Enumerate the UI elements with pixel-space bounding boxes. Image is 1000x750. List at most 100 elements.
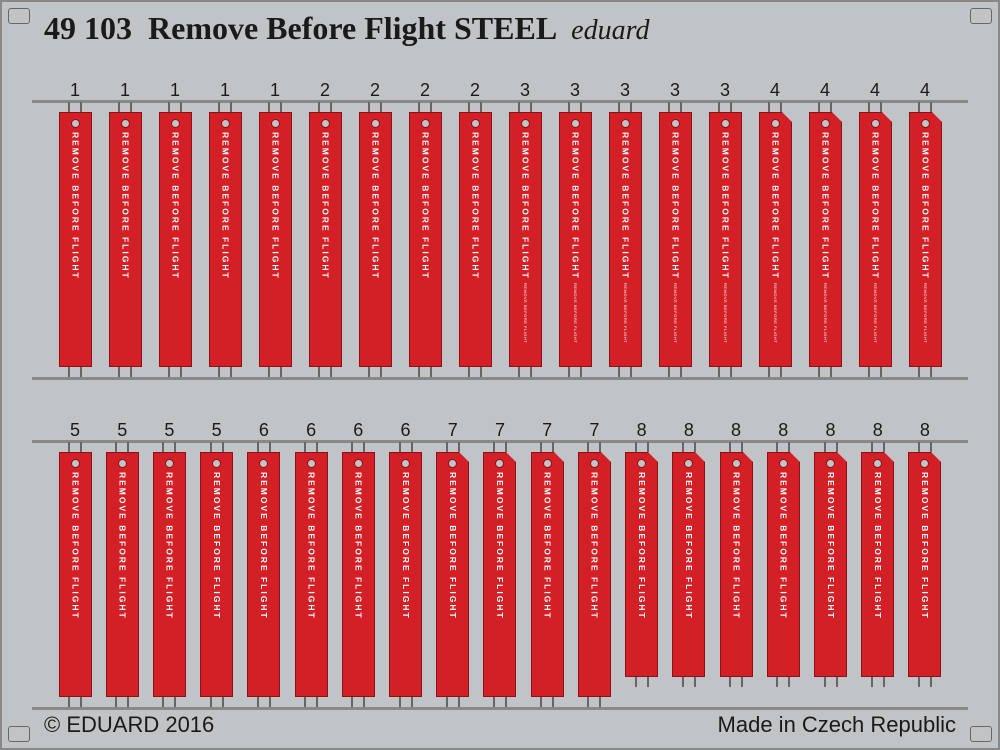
rbf-tag: REMOVE BEFORE FLIGHT: [159, 112, 192, 367]
rbf-tag: REMOVE BEFORE FLIGHT: [153, 452, 186, 697]
tag-column: 2REMOVE BEFORE FLIGHT: [356, 80, 394, 377]
part-number-label: 8: [920, 420, 930, 440]
tag-column: 8REMOVE BEFORE FLIGHT: [717, 420, 755, 687]
tag-text: REMOVE BEFORE FLIGHT: [371, 132, 380, 280]
rbf-tag: REMOVE BEFORE FLIGHT: [59, 112, 92, 367]
tag-eyelet: [495, 459, 504, 468]
tag-eyelet: [637, 459, 646, 468]
part-number-label: 6: [306, 420, 316, 440]
tag-eyelet: [401, 459, 410, 468]
tag-text: REMOVE BEFORE FLIGHT: [212, 472, 221, 620]
sprue-connector: [446, 442, 460, 452]
rbf-tag: REMOVE BEFORE FLIGHTREMOVE BEFORE FLIGHT: [909, 112, 942, 367]
sprue-connector: [468, 102, 482, 112]
rbf-tag: REMOVE BEFORE FLIGHT: [106, 452, 139, 697]
rbf-tag: REMOVE BEFORE FLIGHT: [389, 452, 422, 697]
sprue-connector: [446, 697, 460, 707]
rbf-tag: REMOVE BEFORE FLIGHT: [814, 452, 847, 677]
rbf-tag: REMOVE BEFORE FLIGHT: [359, 112, 392, 367]
tag-eyelet: [171, 119, 180, 128]
pe-fret-sheet: 49 103 Remove Before Flight STEELeduard …: [0, 0, 1000, 750]
tag-text-reverse: REMOVE BEFORE FLIGHT: [623, 283, 627, 343]
tag-column: 3REMOVE BEFORE FLIGHTREMOVE BEFORE FLIGH…: [506, 80, 544, 377]
sprue-connector: [768, 102, 782, 112]
rbf-tag: REMOVE BEFORE FLIGHT: [200, 452, 233, 697]
sprue-connector: [618, 102, 632, 112]
sprue-connector: [118, 367, 132, 377]
rbf-tag: REMOVE BEFORE FLIGHT: [672, 452, 705, 677]
tag-column: 3REMOVE BEFORE FLIGHTREMOVE BEFORE FLIGH…: [706, 80, 744, 377]
tag-eyelet: [873, 459, 882, 468]
sprue-connector: [868, 367, 882, 377]
tag-column: 1REMOVE BEFORE FLIGHT: [206, 80, 244, 377]
sprue-connector: [418, 367, 432, 377]
tag-text: REMOVE BEFORE FLIGHT: [921, 132, 930, 280]
sprue-connector: [218, 102, 232, 112]
sprue-connector: [618, 367, 632, 377]
tag-column: 4REMOVE BEFORE FLIGHTREMOVE BEFORE FLIGH…: [906, 80, 944, 377]
tag-text-reverse: REMOVE BEFORE FLIGHT: [873, 283, 877, 343]
tag-text: REMOVE BEFORE FLIGHT: [260, 472, 269, 620]
tag-text: REMOVE BEFORE FLIGHT: [496, 472, 505, 620]
tag-column: 5REMOVE BEFORE FLIGHT: [198, 420, 236, 707]
rbf-tag: REMOVE BEFORE FLIGHT: [483, 452, 516, 697]
tag-eyelet: [732, 459, 741, 468]
sprue-connector: [918, 102, 932, 112]
part-number-label: 6: [401, 420, 411, 440]
rbf-tag: REMOVE BEFORE FLIGHT: [459, 112, 492, 367]
sprue-connector: [871, 442, 885, 452]
tag-column: 1REMOVE BEFORE FLIGHT: [56, 80, 94, 377]
sprue-connector: [68, 442, 82, 452]
rbf-tag: REMOVE BEFORE FLIGHT: [625, 452, 658, 677]
sprue-connector: [493, 697, 507, 707]
tag-column: 1REMOVE BEFORE FLIGHT: [106, 80, 144, 377]
frame-bar: [32, 377, 968, 380]
tag-eyelet: [921, 119, 930, 128]
tag-text: REMOVE BEFORE FLIGHT: [271, 132, 280, 280]
sprue-connector: [776, 677, 790, 687]
sprue-connector: [115, 442, 129, 452]
sprue-connector: [162, 442, 176, 452]
sprue-connector: [818, 367, 832, 377]
tag-row: 5REMOVE BEFORE FLIGHT5REMOVE BEFORE FLIG…: [32, 392, 968, 712]
tag-text: REMOVE BEFORE FLIGHT: [521, 132, 530, 280]
tag-eyelet: [71, 459, 80, 468]
tag-column: 8REMOVE BEFORE FLIGHT: [906, 420, 944, 687]
tag-text: REMOVE BEFORE FLIGHT: [771, 132, 780, 280]
tag-eyelet: [321, 119, 330, 128]
sprue-connector: [68, 102, 82, 112]
part-number-label: 4: [820, 80, 830, 100]
sprue-connector: [682, 677, 696, 687]
sprue-connector: [115, 697, 129, 707]
tag-text: REMOVE BEFORE FLIGHT: [571, 132, 580, 280]
tag-text: REMOVE BEFORE FLIGHT: [165, 472, 174, 620]
part-number-label: 5: [70, 420, 80, 440]
sprue-connector: [68, 697, 82, 707]
tag-eyelet: [521, 119, 530, 128]
tag-text: REMOVE BEFORE FLIGHT: [873, 472, 882, 620]
tag-text: REMOVE BEFORE FLIGHT: [171, 132, 180, 280]
tag-text: REMOVE BEFORE FLIGHT: [821, 132, 830, 280]
rbf-tag: REMOVE BEFORE FLIGHTREMOVE BEFORE FLIGHT: [809, 112, 842, 367]
sprue-connector: [257, 442, 271, 452]
rbf-tag: REMOVE BEFORE FLIGHT: [767, 452, 800, 677]
tag-text-reverse: REMOVE BEFORE FLIGHT: [773, 283, 777, 343]
tag-column: 7REMOVE BEFORE FLIGHT: [434, 420, 472, 707]
tag-text-reverse: REMOVE BEFORE FLIGHT: [573, 283, 577, 343]
tag-eyelet: [71, 119, 80, 128]
sprue-connector: [568, 367, 582, 377]
tag-eyelet: [821, 119, 830, 128]
tag-eyelet: [307, 459, 316, 468]
sprue-connector: [493, 442, 507, 452]
sprue-connector: [257, 697, 271, 707]
part-number-label: 4: [870, 80, 880, 100]
tag-row: 1REMOVE BEFORE FLIGHT 1REMOVE BEFORE FLIG…: [32, 52, 968, 382]
sprue-connector: [587, 442, 601, 452]
tag-column: 2REMOVE BEFORE FLIGHT: [306, 80, 344, 377]
tag-column: 5REMOVE BEFORE FLIGHT: [56, 420, 94, 707]
part-number-label: 7: [589, 420, 599, 440]
tag-eyelet: [354, 459, 363, 468]
sprue-connector: [118, 102, 132, 112]
tag-eyelet: [165, 459, 174, 468]
sprue-connector: [540, 697, 554, 707]
